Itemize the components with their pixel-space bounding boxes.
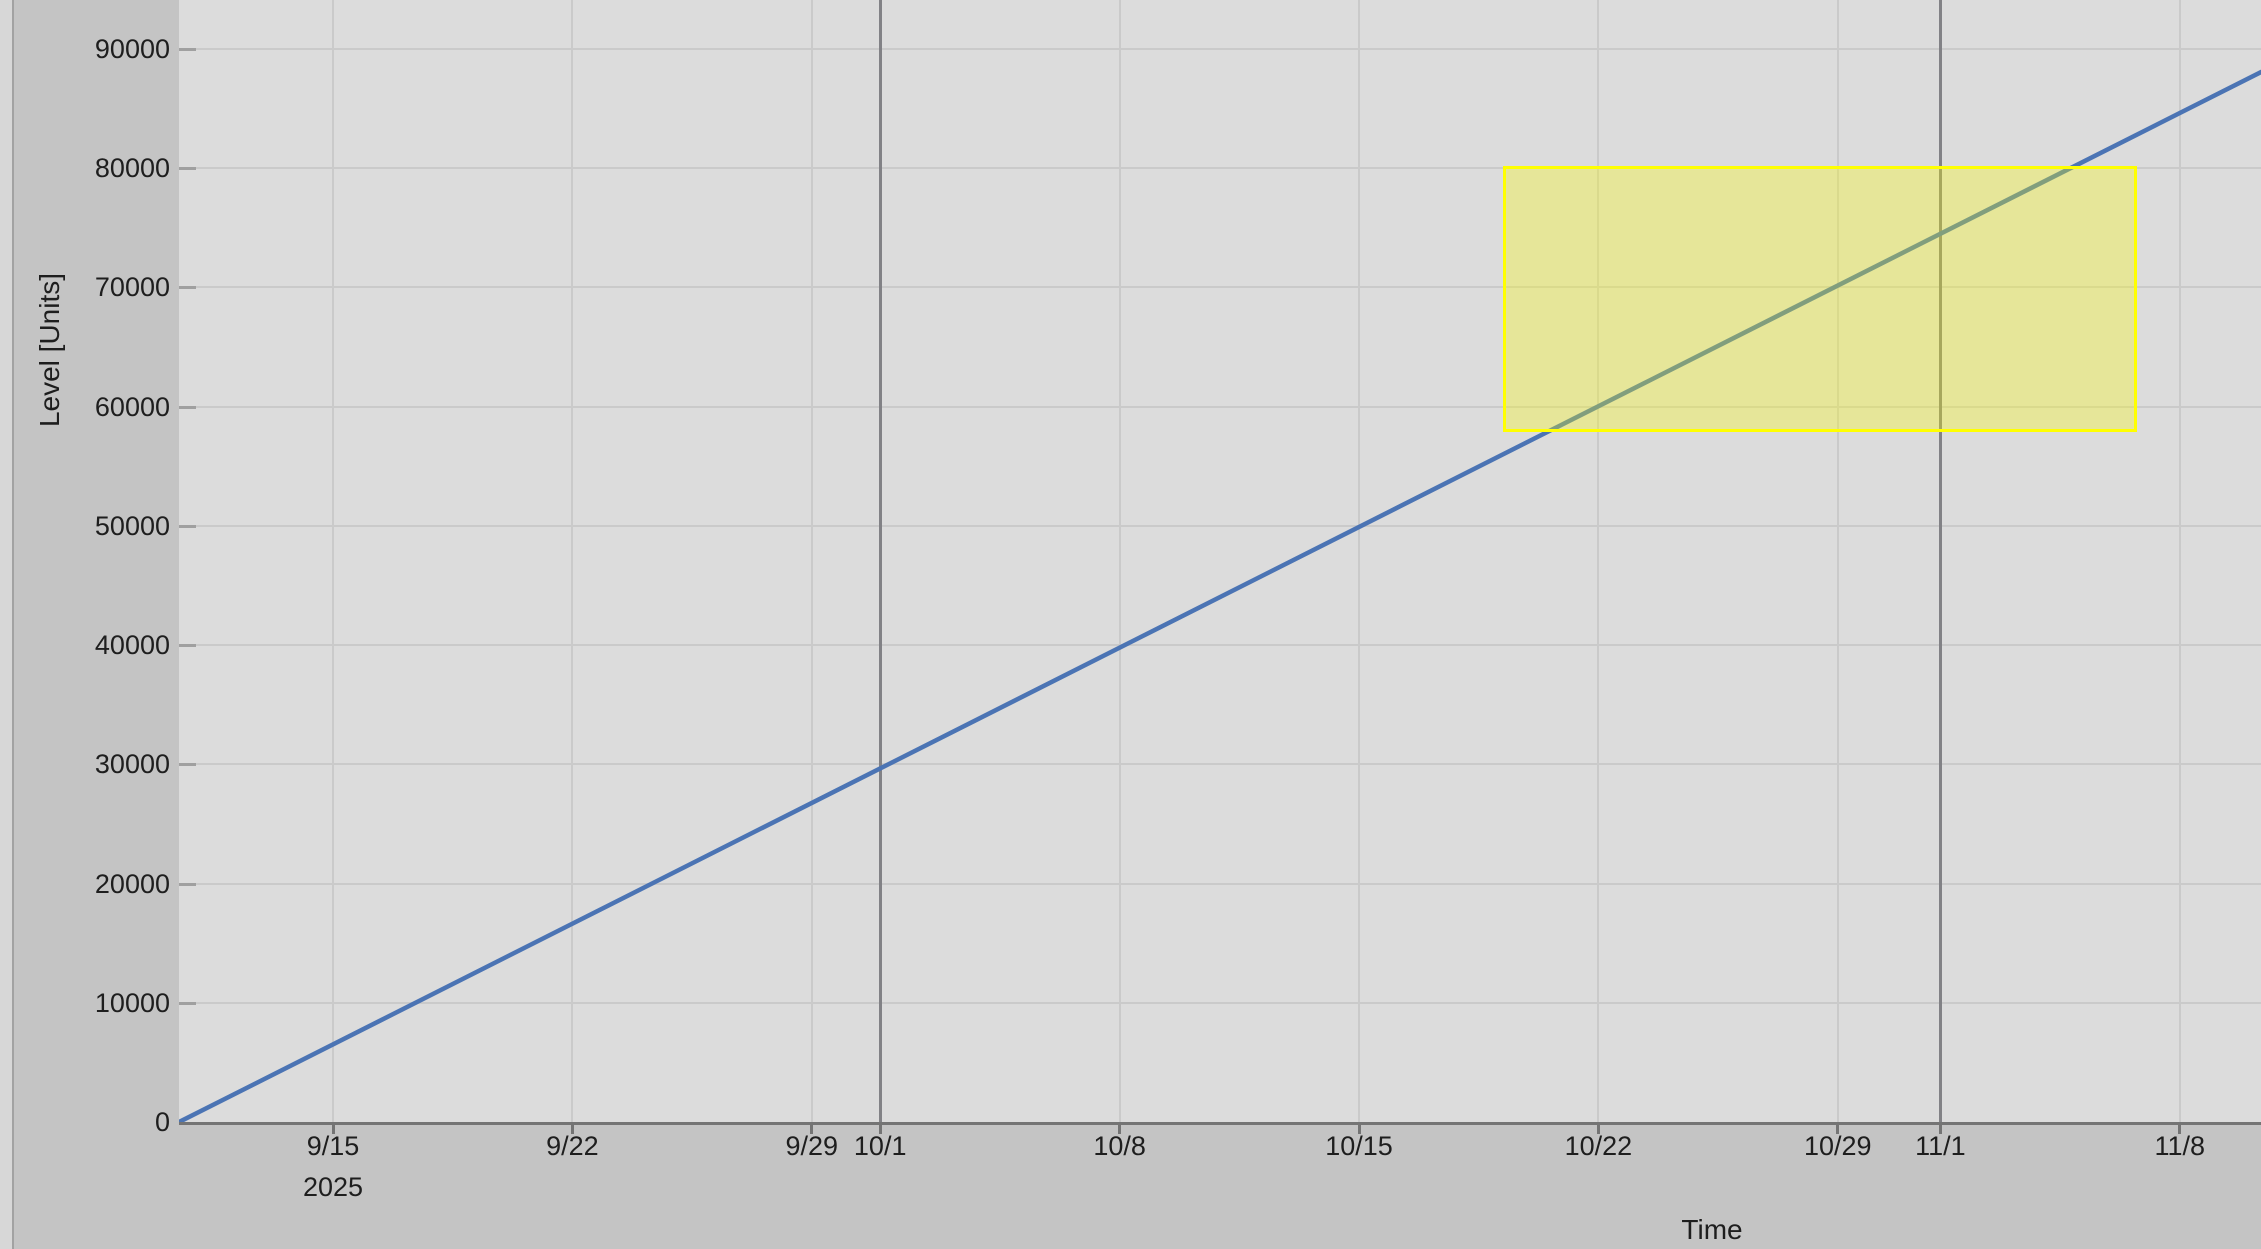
highlight-region[interactable] [1502,165,2138,432]
x-tick-label: 9/29 [785,1131,839,1161]
x-tick-label: 9/22 [546,1131,599,1161]
x-tick-label: 10/29 [1804,1131,1872,1161]
month-gridline [878,0,882,1122]
x-tick-mark [1118,1125,1122,1134]
x-tick-label: 10/8 [1093,1131,1146,1161]
x-tick-label: 10/15 [1325,1131,1393,1161]
x-tick-mark [1357,1125,1361,1134]
y-tick-mark [179,48,196,51]
y-tick-label: 10000 [94,987,170,1018]
x-tick-mark [1836,1125,1840,1134]
y-tick-label: 60000 [94,391,170,422]
y-tick-mark [179,167,196,171]
left-edge-strip [0,0,12,1249]
week-gridline [571,0,574,1122]
y-tick-label: 70000 [94,272,170,303]
week-gridline [1836,0,1839,1122]
y-tick-label: 90000 [94,34,170,64]
y-gridline [179,524,2261,527]
x-tick-mark [810,1125,814,1134]
y-gridline [179,644,2261,647]
month-gridline [1938,0,1942,1122]
week-gridline [810,0,813,1122]
y-gridline [179,1001,2261,1004]
level-series-line [179,69,2261,1122]
x-tick-mark [1938,1125,1942,1134]
x-tick-mark [570,1125,574,1134]
y-gridline [179,167,2261,170]
week-gridline [332,0,334,1122]
week-gridline [1118,0,1121,1122]
x-tick-label: 10/1 [853,1131,907,1161]
y-tick-label: 80000 [94,153,170,184]
x-tick-label: 11/1 [1915,1131,1966,1161]
x-tick-mark [878,1125,882,1134]
x-tick-label: 11/8 [2154,1131,2206,1161]
y-tick-label: 20000 [94,868,170,899]
x-axis-line [179,1122,2261,1125]
x-axis-year-label: 2025 [302,1172,364,1202]
y-tick-label: 0 [154,1107,170,1137]
x-tick-label: 10/22 [1564,1131,1633,1161]
x-tick-mark [2178,1125,2182,1134]
y-gridline [179,405,2261,408]
y-tick-mark [179,405,196,409]
y-tick-label: 50000 [94,510,170,541]
y-tick-mark [179,1001,196,1005]
x-tick-mark [331,1125,335,1134]
y-tick-mark [179,524,196,528]
y-tick-label: 40000 [94,630,170,661]
left-edge-divider [12,0,14,1249]
y-gridline [179,882,2261,885]
y-tick-mark [179,286,196,290]
y-tick-mark [179,882,196,886]
y-gridline [179,286,2261,289]
y-tick-label: 30000 [94,749,170,780]
x-tick-label: 9/15 [306,1131,360,1161]
y-tick-mark [179,644,196,648]
y-tick-mark [179,763,196,767]
x-axis-title: Time [1681,1214,1743,1245]
y-gridline [179,763,2261,766]
week-gridline [1358,0,1360,1122]
x-tick-mark [1596,1125,1600,1134]
plot-area[interactable] [179,0,2261,1122]
y-gridline [179,48,2261,50]
week-gridline [1597,0,1600,1122]
level-series-svg [179,69,2261,1122]
week-gridline [2178,0,2181,1122]
